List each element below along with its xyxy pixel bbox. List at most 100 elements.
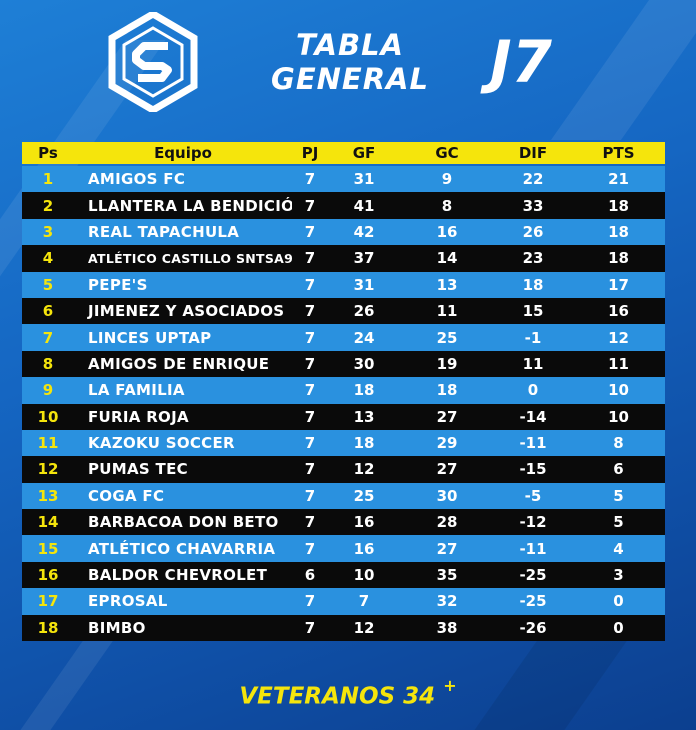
row-points: 10: [608, 407, 629, 426]
col-header-position: Ps: [38, 144, 58, 162]
row-difference: -1: [524, 328, 542, 347]
row-goals-for: 7: [358, 592, 370, 611]
row-difference: -15: [519, 460, 547, 479]
row-goals-for: 13: [353, 407, 375, 426]
row-goals-against: 14: [436, 249, 458, 268]
row-goals-for: 31: [353, 170, 375, 189]
row-team: ATLÉTICO CHAVARRIA: [88, 539, 276, 558]
row-points: 4: [613, 539, 624, 558]
row-points: 12: [608, 328, 629, 347]
col-header-goals-against: GC: [435, 144, 459, 162]
row-points: 6: [613, 460, 624, 479]
row-position: 11: [37, 434, 59, 453]
row-played: 7: [304, 434, 316, 453]
row-team: AMIGOS FC: [88, 170, 186, 189]
table-row: 1 AMIGOS FC 7 31 9 22 21: [22, 166, 665, 193]
row-team: BIMBO: [88, 618, 146, 637]
row-played: 7: [304, 381, 316, 400]
row-team: REAL TAPACHULA: [88, 222, 240, 241]
row-goals-against: 27: [436, 539, 458, 558]
row-team: PEPE'S: [88, 275, 148, 294]
row-goals-against: 16: [436, 222, 458, 241]
matchday-label: J7: [490, 28, 552, 96]
row-goals-for: 24: [353, 328, 375, 347]
row-points: 0: [613, 618, 624, 637]
table-row: 5 PEPE'S 7 31 13 18 17: [22, 271, 665, 298]
table-row: 18 BIMBO 7 12 38 -26 0: [22, 614, 665, 642]
row-played: 7: [304, 513, 316, 532]
row-position: 5: [42, 275, 54, 294]
row-difference: 23: [522, 249, 544, 268]
col-header-goals-for: GF: [352, 144, 376, 162]
row-goals-for: 26: [353, 302, 375, 321]
row-goals-for: 41: [353, 196, 375, 215]
table-body: 1 AMIGOS FC 7 31 9 22 21 2 LLANTERA LA BENDICIÓN…: [22, 166, 665, 642]
row-difference: 26: [522, 222, 544, 241]
table-row: 2 LLANTERA LA BENDICIÓN 7 41 8 33 18: [22, 192, 665, 219]
row-difference: 22: [522, 170, 544, 189]
row-team: EPROSAL: [88, 592, 168, 611]
row-team: AMIGOS DE ENRIQUE: [88, 354, 270, 373]
row-goals-against: 9: [441, 170, 453, 189]
row-points: 16: [608, 302, 629, 321]
table-row: 15 ATLÉTICO CHAVARRIA 7 16 27 -11 4: [22, 535, 665, 562]
row-goals-against: 29: [436, 434, 458, 453]
page-title: TABLA GENERAL: [270, 28, 430, 96]
table-row: 10 FURIA ROJA 7 13 27 -14 10: [22, 403, 665, 430]
row-played: 7: [304, 354, 316, 373]
row-played: 7: [304, 170, 316, 189]
row-goals-against: 18: [436, 381, 458, 400]
table-row: 6 JIMENEZ Y ASOCIADOS 7 26 11 15 16: [22, 297, 665, 325]
row-position: 9: [42, 381, 54, 400]
table-row: 17 EPROSAL 7 7 32 -25 0: [22, 588, 665, 615]
row-points: 8: [613, 434, 624, 453]
title-line-2: GENERAL: [271, 62, 429, 96]
category-plus: +: [443, 676, 457, 695]
row-team: FURIA ROJA: [88, 407, 189, 426]
row-position: 4: [42, 249, 54, 268]
row-goals-for: 31: [353, 275, 375, 294]
row-played: 7: [304, 407, 316, 426]
row-position: 3: [42, 222, 54, 241]
row-goals-against: 32: [436, 592, 458, 611]
row-played: 7: [304, 222, 316, 241]
row-points: 18: [608, 196, 629, 215]
row-goals-against: 8: [441, 196, 453, 215]
standings-table: Ps Equipo PJ GF GC DIF PTS 1 AMIGOS FC 7 31…: [22, 142, 665, 642]
row-position: 8: [42, 354, 54, 373]
row-difference: -25: [519, 566, 547, 585]
row-played: 7: [304, 460, 316, 479]
row-goals-for: 16: [353, 539, 375, 558]
row-difference: 11: [522, 354, 544, 373]
row-position: 15: [37, 539, 59, 558]
row-position: 14: [37, 513, 59, 532]
row-goals-against: 30: [436, 486, 458, 505]
table-row: 7 LINCES UPTAP 7 24 25 -1 12: [22, 324, 665, 351]
row-points: 11: [608, 354, 629, 373]
row-goals-for: 18: [353, 381, 375, 400]
row-played: 7: [304, 592, 316, 611]
category-footer: VETERANOS 34 +: [0, 676, 696, 710]
table-row: 4 ATLÉTICO CASTILLO SNTSA97 7 37 14 23 18: [22, 245, 665, 272]
row-position: 2: [42, 196, 54, 215]
league-logo-icon: [108, 12, 198, 112]
row-team: PUMAS TEC: [88, 460, 188, 479]
row-difference: -11: [519, 434, 547, 453]
row-position: 18: [37, 618, 59, 637]
table-row: 9 LA FAMILIA 7 18 18 0 10: [22, 377, 665, 404]
row-goals-against: 19: [436, 354, 458, 373]
row-played: 7: [304, 275, 316, 294]
row-position: 13: [37, 486, 59, 505]
row-points: 0: [613, 592, 624, 611]
row-played: 7: [304, 302, 316, 321]
row-team: ATLÉTICO CASTILLO SNTSA97: [88, 250, 292, 266]
table-row: 13 COGA FC 7 25 30 -5 5: [22, 482, 665, 510]
row-points: 10: [608, 381, 629, 400]
col-header-team: Equipo: [154, 144, 212, 162]
row-played: 7: [304, 539, 316, 558]
col-header-points: PTS: [602, 144, 635, 162]
row-team: LINCES UPTAP: [88, 328, 212, 347]
row-difference: -12: [519, 513, 547, 532]
table-header-row: Ps Equipo PJ GF GC DIF PTS: [22, 142, 665, 164]
row-difference: -14: [519, 407, 547, 426]
